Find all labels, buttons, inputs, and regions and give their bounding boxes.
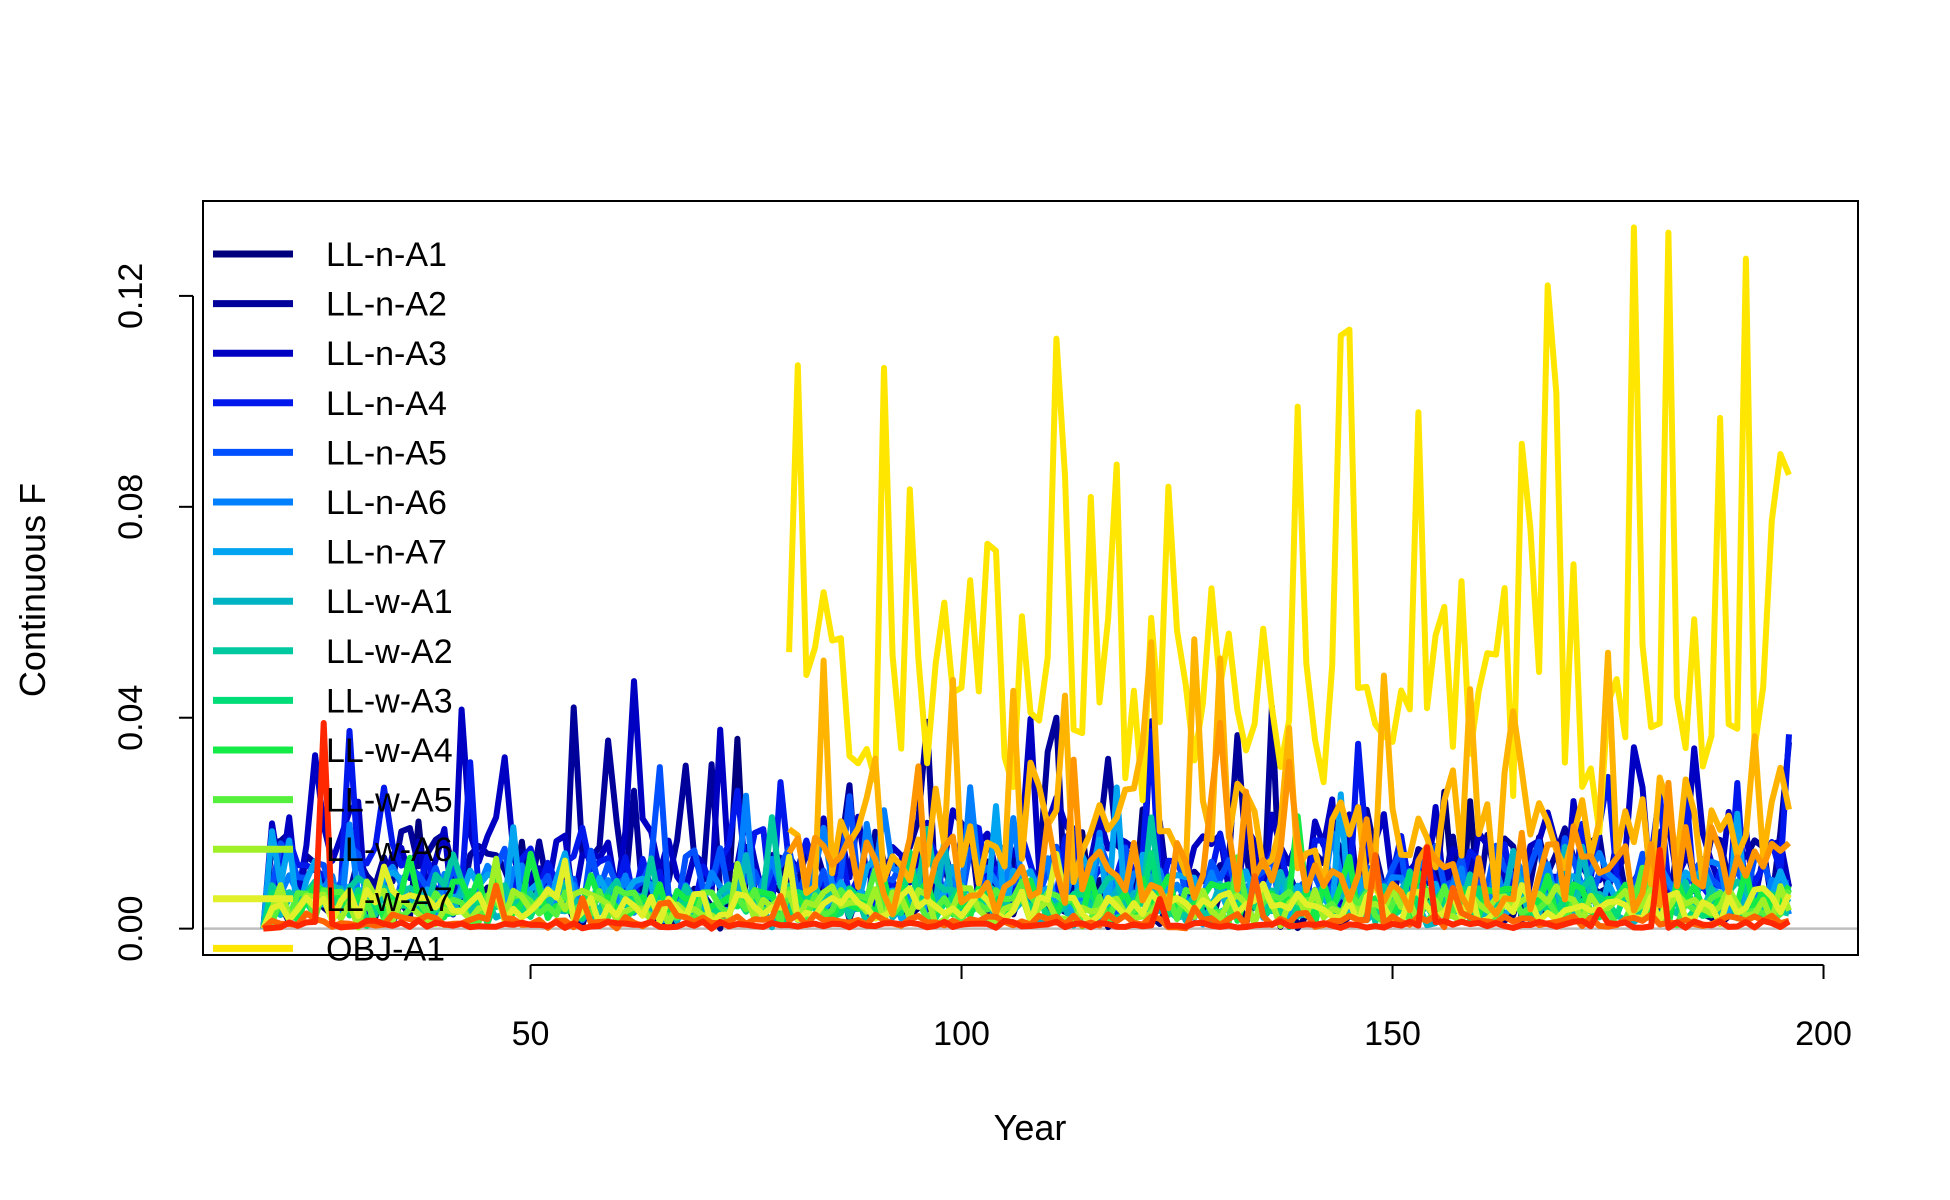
x-tick-label: 150: [1364, 1015, 1421, 1053]
x-axis-title: Year: [994, 1107, 1067, 1148]
legend-label: LL-n-A7: [326, 534, 447, 572]
legend-label: LL-n-A1: [326, 236, 447, 274]
x-tick-label: 100: [933, 1015, 990, 1053]
legend-label: LL-w-A1: [326, 583, 453, 621]
legend-label: LL-n-A6: [326, 484, 447, 522]
x-tick-label: 50: [512, 1015, 550, 1053]
legend-label: LL-w-A6: [326, 831, 453, 869]
legend-label: LL-n-A2: [326, 286, 447, 324]
plot-frame: [202, 200, 1859, 956]
axes-layer: 50 100 150 200 0.00 0.04 0.08 0.12: [112, 263, 1852, 1053]
y-tick-label: 0.12: [112, 263, 150, 329]
legend-label: LL-w-A4: [326, 732, 453, 770]
x-tick-label: 200: [1795, 1015, 1852, 1053]
legend-label: OBJ-A1: [326, 930, 445, 968]
legend-label: LL-w-A3: [326, 682, 453, 720]
y-axis-title: Continuous F: [12, 483, 53, 697]
series-line-19: [263, 720, 1791, 932]
legend: LL-n-A1 LL-n-A2 LL-n-A3 LL-n-A4 LL-n-A5 LL-n-…: [213, 236, 453, 968]
legend-label: LL-n-A5: [326, 434, 447, 472]
series-line-14: [260, 850, 1792, 930]
series-line-16: [787, 636, 1792, 903]
legend-label: LL-n-A4: [326, 385, 447, 423]
y-tick-label: 0.08: [112, 474, 150, 540]
series-layer: [260, 224, 1792, 932]
legend-label: LL-w-A5: [326, 782, 453, 820]
series-line-17: [786, 719, 1792, 918]
y-tick-label: 0.00: [112, 896, 150, 962]
legend-label: LL-n-A3: [326, 335, 447, 373]
legend-label: LL-w-A7: [326, 881, 453, 919]
legend-label: LL-w-A2: [326, 633, 453, 671]
y-tick-label: 0.04: [112, 685, 150, 751]
